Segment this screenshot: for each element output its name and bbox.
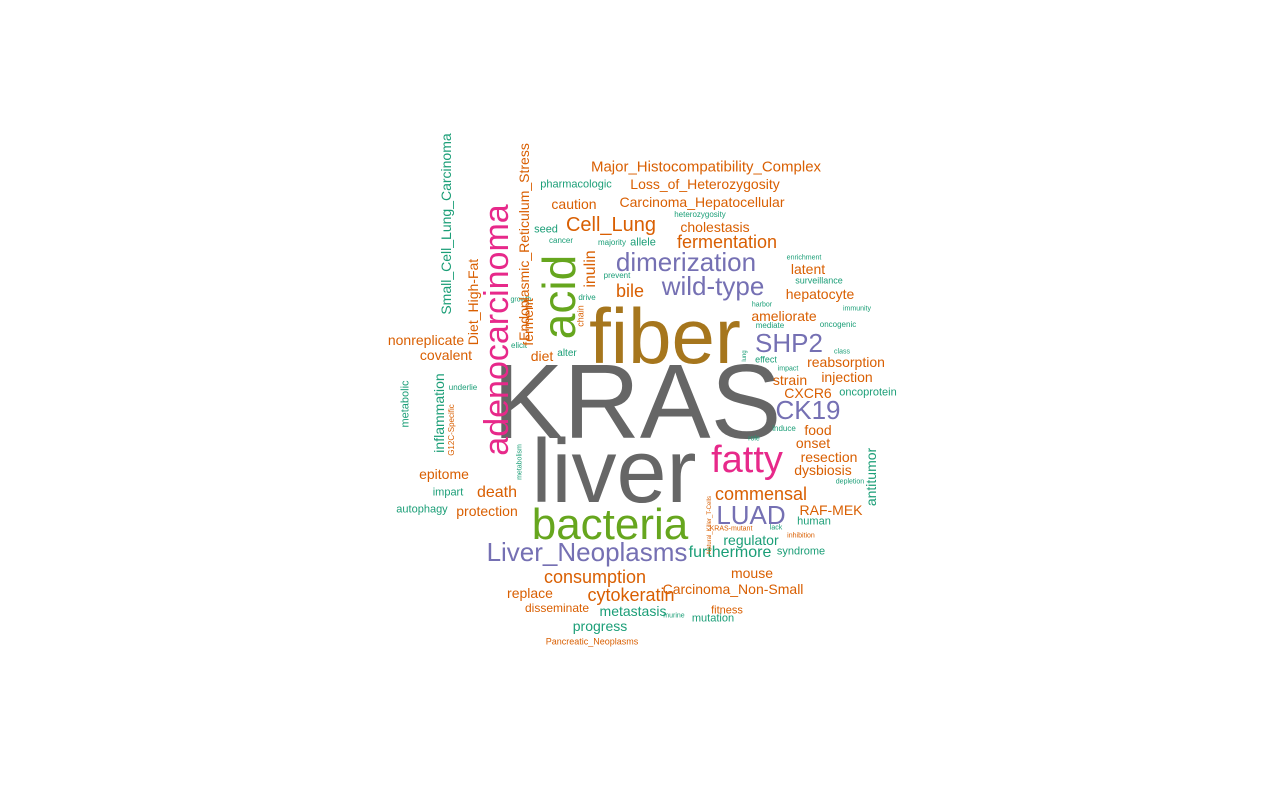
word-lung: lung [742,350,748,362]
word-cancer: cancer [548,236,574,245]
word-carcinoma-hepatocellular: Carcinoma_Hepatocellular [619,194,785,210]
word-dysbiosis: dysbiosis [794,462,852,478]
word-covalent: covalent [419,347,473,363]
word-shp2: SHP2 [755,328,823,358]
word-pharmacologic: pharmacologic [540,178,612,191]
word-elicit: elicit [510,341,528,350]
word-drive: drive [578,293,596,302]
word-disseminate: disseminate [524,601,590,615]
word-fitness: fitness [711,604,743,617]
word-metabolism: metabolism [516,444,524,480]
word-induce: induce [772,424,796,433]
word-heterozygosity: heterozygosity [674,210,726,219]
word-impart: impart [432,486,464,499]
word-prevent: prevent [603,271,631,280]
word-liver: liver [531,422,697,522]
word-depletion: depletion [835,478,865,486]
word-cytokeratin: cytokeratin [587,585,675,605]
word-oncogenic: oncogenic [819,320,857,329]
word-carcinoma-non-small: Carcinoma_Non-Small [662,581,804,597]
word-allele: allele [630,236,656,249]
word-mediate: mediate [755,321,785,330]
word-antitumor: antitumor [863,447,879,507]
word-kras: KRAS [492,343,782,461]
word-alter: alter [557,348,577,359]
word-ck19: CK19 [775,395,841,425]
word-metabolic: metabolic [399,380,412,428]
word-food: food [804,422,832,438]
word-murine: murine [663,612,685,620]
word-lack: lack [769,524,783,532]
word-cxcr6: CXCR6 [784,385,832,401]
word-caution: caution [551,196,597,212]
word-majority: majority [597,238,627,247]
word-latent: latent [790,261,826,277]
word-inflammation: inflammation [431,373,447,453]
word-enrichment: enrichment [786,254,822,262]
word-injection: injection [821,369,873,385]
word-consumption: consumption [543,567,647,587]
word-fiber: fiber [589,292,741,380]
word-liver-neoplasms: Liver_Neoplasms [486,537,688,567]
word-role: role [748,435,760,443]
word-loss-of-heterozygosity: Loss_of_Heterozygosity [630,176,780,192]
word-fatty: fatty [711,439,783,481]
word-g12c-specific: G12C-Specific [447,404,456,456]
word-cholestasis: cholestasis [680,219,750,235]
word-cell-lung: Cell_Lung [565,214,657,236]
word-protection: protection [456,503,518,519]
word-nonreplicate: nonreplicate [387,332,465,348]
word-commensal: commensal [714,484,808,504]
word-raf-mek: RAF-MEK [799,502,863,518]
word-natural-killer-t-cells: Natural_Killer_T-Cells [707,495,713,555]
word-strain: strain [772,372,808,388]
word-impact: impact [777,365,799,373]
word-major-histocompatibility-complex: Major_Histocompatibility_Complex [590,158,822,176]
word-epitome: epitome [419,466,469,482]
word-ameliorate: ameliorate [751,308,817,324]
word-human: human [797,515,831,528]
word-diet: diet [530,348,554,364]
word-fermentation: fermentation [676,232,778,252]
word-metastasis: metastasis [599,603,667,619]
word-seed: seed [534,223,558,236]
word-onset: onset [795,435,831,451]
word-effect: effect [755,354,777,365]
word-class: class [834,348,850,356]
word-ferment: ferment [520,298,536,346]
word-harbor: harbor [751,301,773,309]
word-resection: resection [800,449,858,465]
word-diet-high-fat: Diet_High-Fat [465,258,481,346]
word-surveillance: surveillance [795,275,843,286]
word-adenocarcinoma: adenocarcinoma [478,204,516,456]
word-small-cell-lung-carcinoma: Small_Cell_Lung_Carcinoma [438,133,454,315]
word-immunity: immunity [842,305,872,313]
word-kras-mutant: KRAS-mutant [709,525,753,533]
word-bile: bile [615,281,645,301]
word-reabsorption: reabsorption [807,354,885,370]
word-inhibition: inhibition [787,532,815,540]
word-pancreatic-neoplasms: Pancreatic_Neoplasms [545,636,639,647]
word-furthermore: furthermore [688,544,772,561]
word-oncoprotein: oncoprotein [839,386,897,399]
word-mouse: mouse [730,565,774,581]
word-underlie: underlie [448,383,478,392]
word-inulin: inulin [582,250,599,288]
word-luad: LUAD [716,500,786,530]
word-autophagy: autophagy [396,503,448,516]
word-dimerization: dimerization [615,247,757,277]
word-replace: replace [507,585,553,601]
word-growth: growth [510,296,532,304]
word-hepatocyte: hepatocyte [785,286,855,302]
word-chain: chain [575,305,586,327]
word-mutation: mutation [691,612,735,625]
word-regulator: regulator [723,532,779,548]
word-wild-type: wild-type [661,271,765,301]
word-death: death [476,484,518,501]
word-progress: progress [572,618,628,634]
word-bacteria: bacteria [531,500,689,549]
word-syndrome: syndrome [776,545,826,558]
